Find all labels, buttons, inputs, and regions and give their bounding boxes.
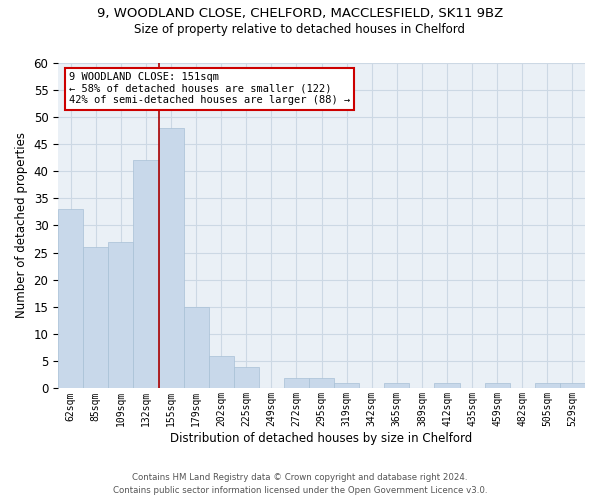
Bar bbox=[83, 247, 109, 388]
Bar bbox=[209, 356, 234, 388]
Bar bbox=[234, 366, 259, 388]
Bar bbox=[58, 209, 83, 388]
Bar bbox=[560, 383, 585, 388]
Text: 9 WOODLAND CLOSE: 151sqm
← 58% of detached houses are smaller (122)
42% of semi-: 9 WOODLAND CLOSE: 151sqm ← 58% of detach… bbox=[68, 72, 350, 106]
Bar bbox=[309, 378, 334, 388]
X-axis label: Distribution of detached houses by size in Chelford: Distribution of detached houses by size … bbox=[170, 432, 473, 445]
Bar bbox=[384, 383, 409, 388]
Bar bbox=[284, 378, 309, 388]
Y-axis label: Number of detached properties: Number of detached properties bbox=[15, 132, 28, 318]
Text: Size of property relative to detached houses in Chelford: Size of property relative to detached ho… bbox=[134, 22, 466, 36]
Text: 9, WOODLAND CLOSE, CHELFORD, MACCLESFIELD, SK11 9BZ: 9, WOODLAND CLOSE, CHELFORD, MACCLESFIEL… bbox=[97, 8, 503, 20]
Bar bbox=[334, 383, 359, 388]
Bar bbox=[184, 307, 209, 388]
Text: Contains HM Land Registry data © Crown copyright and database right 2024.
Contai: Contains HM Land Registry data © Crown c… bbox=[113, 473, 487, 495]
Bar bbox=[109, 242, 133, 388]
Bar bbox=[535, 383, 560, 388]
Bar bbox=[158, 128, 184, 388]
Bar bbox=[434, 383, 460, 388]
Bar bbox=[485, 383, 510, 388]
Bar bbox=[133, 160, 158, 388]
